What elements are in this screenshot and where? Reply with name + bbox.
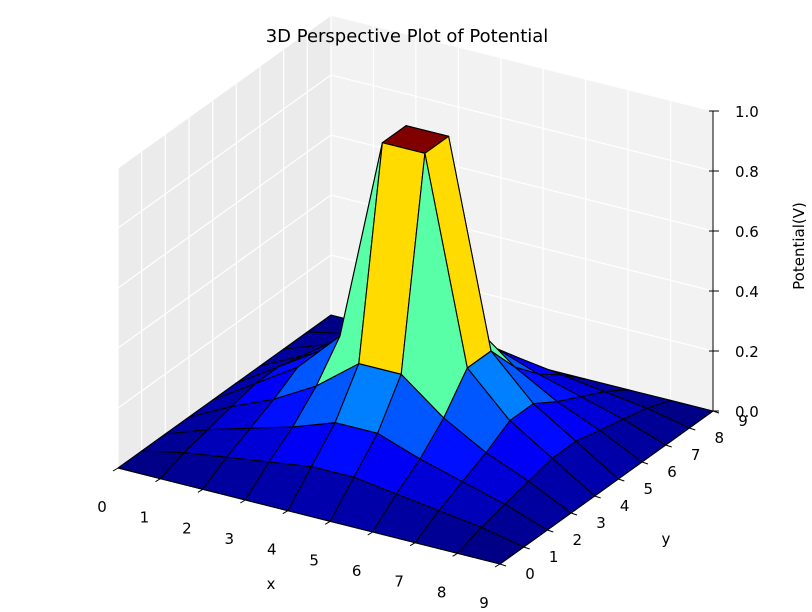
grid-line xyxy=(117,254,332,409)
x-tick-label: 9 xyxy=(479,594,489,612)
surface-faces xyxy=(117,125,714,565)
axis-lines xyxy=(112,110,720,568)
x-tick xyxy=(112,467,119,472)
x-tick-label: 7 xyxy=(394,573,404,591)
y-tick xyxy=(594,495,601,499)
x-tick-label: 4 xyxy=(267,541,277,559)
y-tick xyxy=(570,512,578,516)
y-tick xyxy=(523,546,530,550)
y-tick-label: 9 xyxy=(738,412,748,430)
x-tick xyxy=(324,520,331,525)
y-tick xyxy=(547,529,554,533)
x-tick-label: 5 xyxy=(309,551,319,569)
x-tick-label: 0 xyxy=(97,498,107,516)
y-tick-label: 5 xyxy=(644,480,654,498)
z-tick-label: 0.8 xyxy=(735,163,759,181)
z-axis-label: Potential(V) xyxy=(790,202,808,290)
y-tick-label: 8 xyxy=(715,429,725,447)
y-tick xyxy=(641,461,649,465)
x-tick xyxy=(240,499,246,504)
y-tick-label: 4 xyxy=(620,497,630,515)
grid-line xyxy=(117,194,332,349)
y-tick xyxy=(665,444,672,448)
x-tick xyxy=(155,478,161,483)
z-tick-label: 0.6 xyxy=(735,223,759,241)
x-tick-label: 2 xyxy=(182,519,192,537)
y-tick-label: 0 xyxy=(525,565,535,583)
x-tick xyxy=(494,563,501,568)
x-tick xyxy=(282,510,289,515)
x-tick-label: 6 xyxy=(352,562,362,580)
x-axis-label: x xyxy=(267,575,276,593)
y-tick xyxy=(689,427,696,431)
grid-line xyxy=(117,134,332,289)
y-tick-label: 1 xyxy=(549,548,559,566)
y-axis-label: y xyxy=(662,530,671,548)
x-tick-label: 8 xyxy=(437,583,447,601)
y-tick-label: 3 xyxy=(596,514,606,532)
x-tick xyxy=(197,488,204,493)
x-axis-line xyxy=(117,467,501,565)
x-tick-label: 1 xyxy=(140,509,150,527)
y-tick-label: 2 xyxy=(573,531,583,549)
grid-line xyxy=(117,14,332,169)
grid-line xyxy=(117,74,332,229)
left-pane xyxy=(118,15,331,468)
x-tick-label: 3 xyxy=(225,530,235,548)
y-tick xyxy=(499,563,507,567)
y-tick-label: 7 xyxy=(691,446,701,464)
z-tick-label: 0.4 xyxy=(735,283,759,301)
y-axis-line xyxy=(499,410,714,565)
z-tick-label: 0.0 xyxy=(735,403,759,421)
z-tick-label: 1.0 xyxy=(735,103,759,121)
grid-line xyxy=(330,14,714,112)
z-tick-label: 0.2 xyxy=(735,343,759,361)
x-tick xyxy=(367,531,373,536)
y-tick-label: 6 xyxy=(667,463,677,481)
y-tick xyxy=(618,478,625,482)
chart-title: 3D Perspective Plot of Potential xyxy=(266,26,549,47)
x-tick xyxy=(452,552,458,557)
grid-line xyxy=(330,74,714,172)
x-tick xyxy=(409,542,416,547)
